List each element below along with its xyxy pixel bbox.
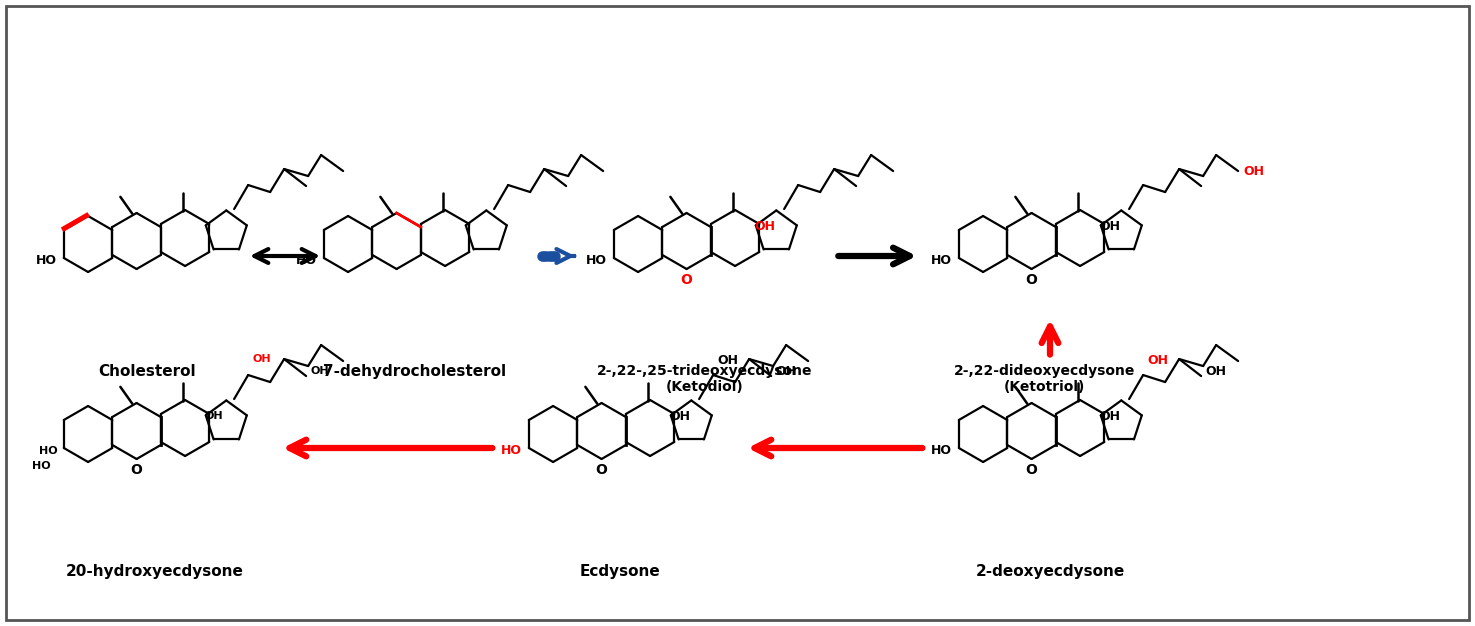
Text: OH: OH xyxy=(1100,220,1121,233)
Text: 2-,22-,25-trideoxyecdysone
(Ketodiol): 2-,22-,25-trideoxyecdysone (Ketodiol) xyxy=(597,364,813,394)
Text: HO: HO xyxy=(31,461,50,471)
Text: OH: OH xyxy=(310,366,329,376)
Text: OH: OH xyxy=(670,410,690,423)
Text: OH: OH xyxy=(1148,354,1168,367)
Text: Ecdysone: Ecdysone xyxy=(580,564,661,579)
Text: OH: OH xyxy=(717,354,738,367)
Text: HO: HO xyxy=(38,446,58,456)
Text: O: O xyxy=(1025,463,1037,477)
Text: OH: OH xyxy=(205,411,223,421)
Text: HO: HO xyxy=(586,254,608,267)
Text: HO: HO xyxy=(296,254,317,267)
Text: 7-dehydrocholesterol: 7-dehydrocholesterol xyxy=(323,364,506,379)
Text: O: O xyxy=(131,463,143,477)
Text: OH: OH xyxy=(1243,165,1264,178)
Text: HO: HO xyxy=(931,444,953,458)
Text: OH: OH xyxy=(252,354,271,364)
Text: HO: HO xyxy=(931,254,953,267)
Text: OH: OH xyxy=(755,220,776,233)
Text: O: O xyxy=(596,463,608,477)
Text: 2-,22-dideoxyecdysone
(Ketotriol): 2-,22-dideoxyecdysone (Ketotriol) xyxy=(954,364,1136,394)
Text: OH: OH xyxy=(1100,410,1121,423)
Text: OH: OH xyxy=(776,364,796,377)
Text: O: O xyxy=(680,273,692,287)
Text: 20-hydroxyecdysone: 20-hydroxyecdysone xyxy=(66,564,243,579)
Text: HO: HO xyxy=(502,444,522,458)
Text: HO: HO xyxy=(37,254,58,267)
Text: OH: OH xyxy=(1205,364,1226,377)
Text: Cholesterol: Cholesterol xyxy=(97,364,195,379)
Text: O: O xyxy=(1025,273,1037,287)
Text: 2-deoxyecdysone: 2-deoxyecdysone xyxy=(975,564,1124,579)
